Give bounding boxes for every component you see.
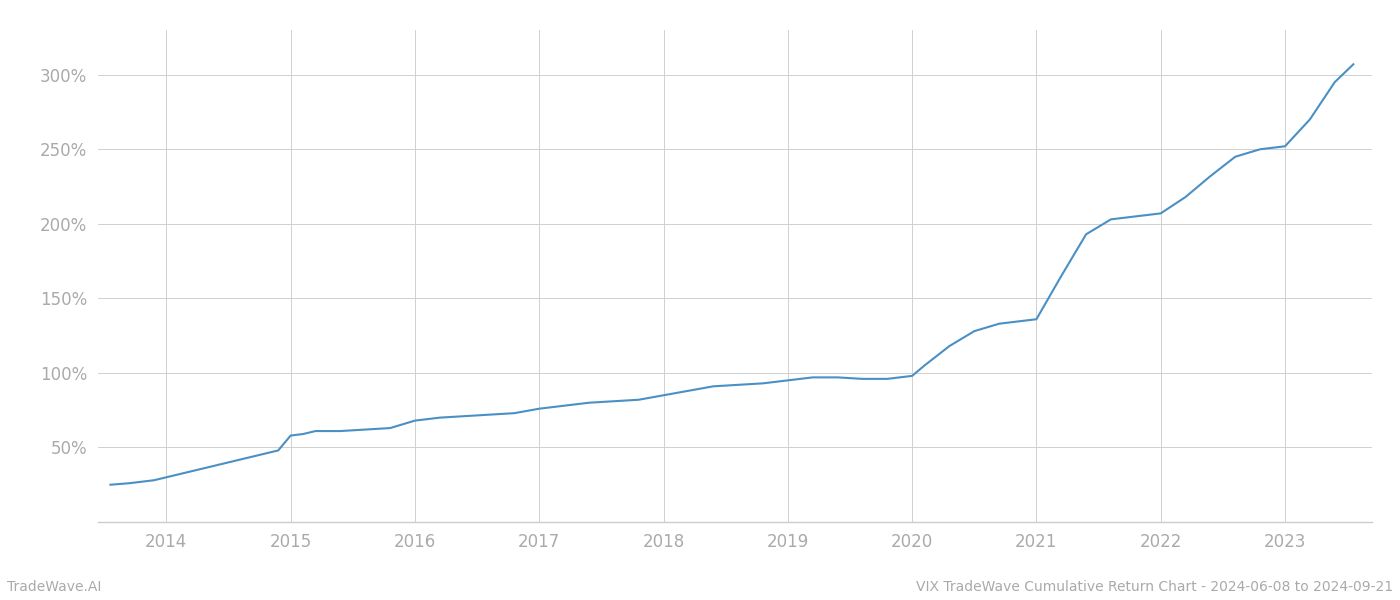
Text: VIX TradeWave Cumulative Return Chart - 2024-06-08 to 2024-09-21: VIX TradeWave Cumulative Return Chart - … <box>916 580 1393 594</box>
Text: TradeWave.AI: TradeWave.AI <box>7 580 101 594</box>
